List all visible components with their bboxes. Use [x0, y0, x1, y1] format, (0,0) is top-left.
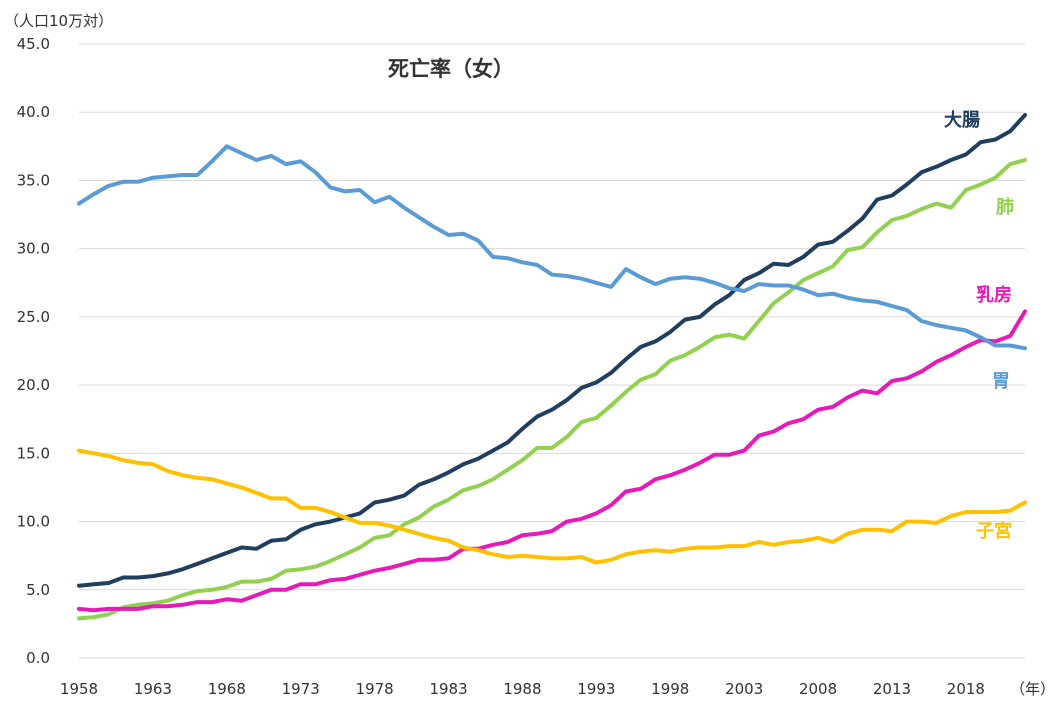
chart-title: 死亡率（女） — [388, 57, 514, 81]
gridlines — [79, 43, 1025, 659]
series-label-0: 大腸 — [944, 109, 980, 131]
x-tick-label: 1958 — [60, 680, 98, 698]
series-label-4: 子宮 — [976, 520, 1012, 542]
x-tick-label: 1978 — [356, 680, 394, 698]
y-tick-label: 45.0 — [17, 35, 50, 53]
x-axis-ticks: 1958 1963 1968 1973 1978 1983 1988 1993 1998 2003… — [60, 680, 985, 698]
y-tick-label: 40.0 — [17, 103, 50, 121]
series-label-3: 胃 — [992, 371, 1010, 392]
y-tick-label: 35.0 — [17, 171, 50, 189]
x-tick-label: 1983 — [429, 680, 467, 698]
series-line-2 — [77, 309, 1027, 613]
x-tick-label: 2018 — [947, 680, 985, 698]
series-label-1: 肺 — [996, 197, 1014, 218]
y-axis-unit-label: （人口10万対） — [4, 12, 113, 30]
series-line-1 — [77, 158, 1027, 621]
y-tick-label: 25.0 — [17, 308, 50, 326]
y-tick-label: 15.0 — [17, 444, 50, 462]
series-line-3 — [77, 144, 1027, 351]
y-tick-label: 5.0 — [26, 581, 50, 599]
y-tick-label: 0.0 — [26, 649, 50, 667]
series-lines — [77, 113, 1027, 621]
x-tick-label: 2003 — [725, 680, 763, 698]
series-label-2: 乳房 — [976, 284, 1012, 306]
y-tick-label: 10.0 — [17, 513, 50, 531]
x-tick-label: 2008 — [799, 680, 837, 698]
x-tick-label: 1963 — [134, 680, 172, 698]
x-tick-label: 1988 — [503, 680, 541, 698]
x-tick-label: 2013 — [873, 680, 911, 698]
y-tick-label: 20.0 — [17, 376, 50, 394]
y-axis-ticks: 0.0 5.0 10.0 15.0 20.0 25.0 30.0 35.0 40.0 45.0 — [17, 35, 50, 667]
x-axis-unit-label: （年） — [1010, 680, 1052, 698]
x-tick-label: 1973 — [282, 680, 320, 698]
x-tick-label: 1993 — [577, 680, 615, 698]
x-tick-label: 1998 — [651, 680, 689, 698]
series-line-0 — [77, 113, 1027, 588]
y-tick-label: 30.0 — [17, 240, 50, 258]
x-tick-label: 1968 — [208, 680, 246, 698]
series-line-4 — [77, 448, 1027, 565]
